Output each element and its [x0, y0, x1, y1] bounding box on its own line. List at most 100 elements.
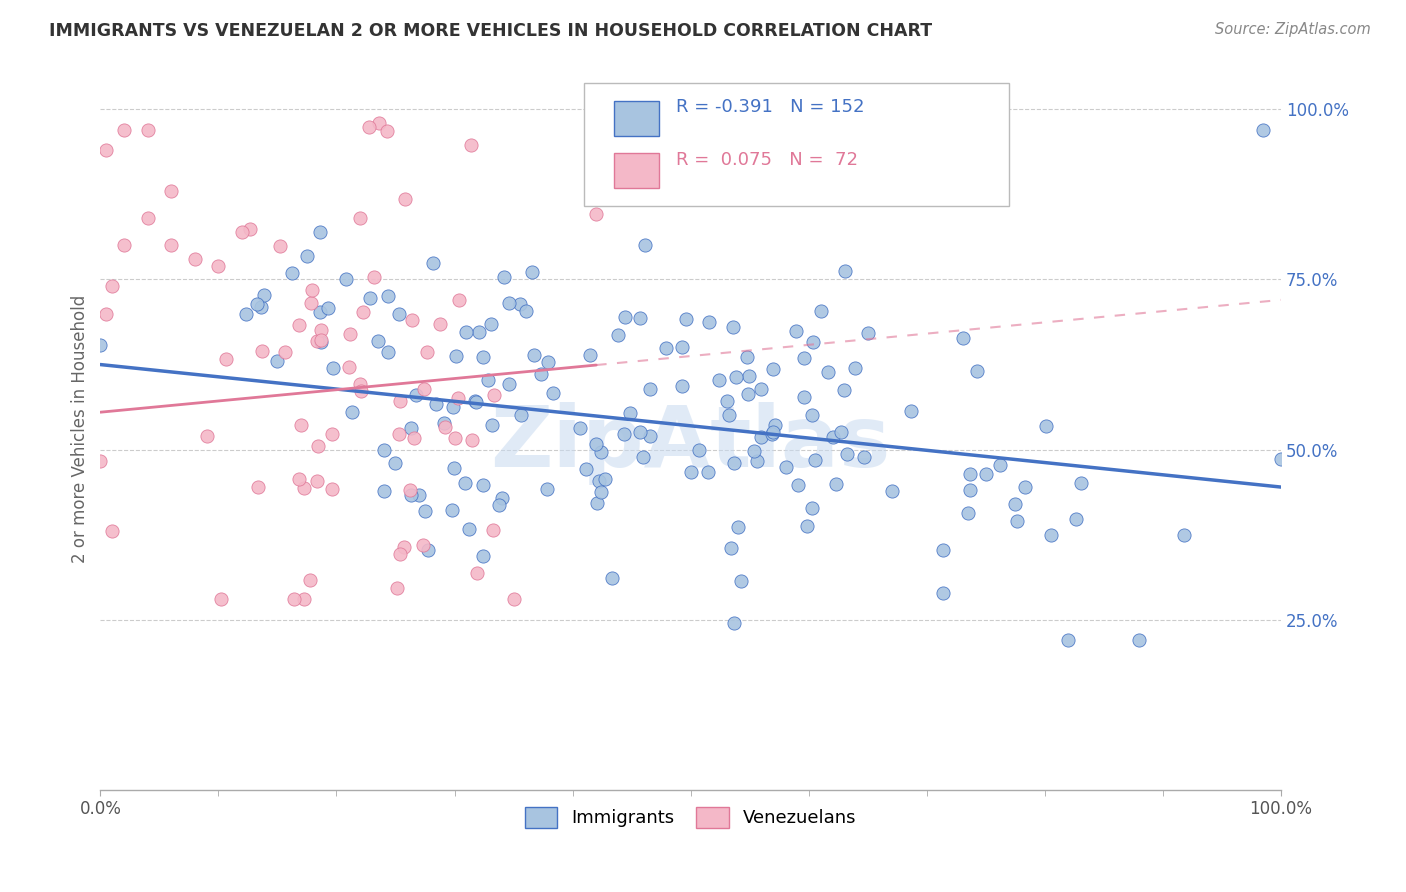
Point [762, 425, 785, 439]
Y-axis label: 2 or more Vehicles in Household: 2 or more Vehicles in Household [72, 295, 89, 564]
Point [477, 373, 499, 387]
Point [498, 296, 520, 310]
Point [373, 443, 395, 458]
Point [440, 503, 463, 517]
Point [586, 496, 609, 510]
Point [290, 417, 312, 432]
Point [575, 462, 598, 476]
Point [1066, 512, 1088, 526]
Point [309, 305, 332, 319]
Point [787, 477, 810, 491]
Point [112, 238, 135, 252]
Point [721, 320, 744, 334]
Bar [614, 101, 659, 136]
Point [522, 348, 544, 362]
Point [655, 342, 678, 356]
Point [730, 574, 752, 588]
Point [335, 272, 357, 286]
Point [537, 355, 560, 369]
Point [856, 326, 879, 341]
Point [671, 340, 693, 354]
Point [249, 300, 271, 314]
Point [252, 287, 274, 301]
Point [246, 480, 269, 494]
Point [465, 394, 488, 409]
Point [309, 225, 332, 239]
Point [509, 297, 531, 311]
Point [349, 377, 371, 392]
Point [446, 349, 468, 363]
Point [966, 364, 988, 378]
Point [834, 264, 856, 278]
Point [800, 408, 823, 422]
Point [591, 485, 613, 500]
Point [852, 450, 875, 465]
Point [184, 252, 207, 266]
Point [796, 518, 818, 533]
Point [498, 377, 520, 392]
Point [405, 387, 427, 401]
Point [775, 459, 797, 474]
Point [422, 256, 444, 270]
Point [1251, 122, 1274, 136]
Point [375, 124, 398, 138]
Point [209, 592, 232, 607]
Point [195, 428, 218, 442]
Point [751, 430, 773, 444]
Point [160, 238, 183, 252]
Point [394, 192, 416, 206]
Point [377, 289, 399, 303]
Point [388, 307, 411, 321]
Point [321, 426, 343, 441]
Point [568, 421, 591, 435]
Point [522, 265, 544, 279]
Point [231, 225, 253, 239]
Point [384, 456, 406, 470]
Point [288, 471, 311, 485]
Point [763, 418, 786, 433]
Point [281, 266, 304, 280]
Point [337, 359, 360, 374]
Point [628, 311, 651, 326]
Point [749, 382, 772, 396]
Point [543, 386, 565, 401]
Point [367, 334, 389, 349]
Text: ZipAtlas: ZipAtlas [491, 402, 891, 485]
Point [309, 323, 332, 337]
Point [607, 328, 630, 343]
Point [349, 211, 371, 226]
Point [1035, 419, 1057, 434]
Point [762, 362, 785, 376]
Point [585, 436, 607, 450]
Point [638, 429, 661, 443]
Point [367, 116, 389, 130]
Point [467, 326, 489, 340]
Point [515, 303, 537, 318]
Point [449, 293, 471, 308]
Point [433, 416, 456, 430]
Point [588, 474, 610, 488]
Point [737, 350, 759, 364]
Point [266, 353, 288, 368]
Point [89, 337, 111, 351]
Point [600, 571, 623, 585]
Point [589, 445, 612, 459]
Point [389, 547, 412, 561]
Point [725, 370, 748, 384]
Text: IMMIGRANTS VS VENEZUELAN 2 OR MORE VEHICLES IN HOUSEHOLD CORRELATION CHART: IMMIGRANTS VS VENEZUELAN 2 OR MORE VEHIC… [49, 22, 932, 40]
Point [472, 549, 495, 563]
Point [832, 383, 855, 397]
Point [96, 143, 118, 157]
Point [488, 498, 510, 512]
Point [595, 472, 617, 486]
Point [494, 270, 516, 285]
Point [357, 120, 380, 135]
Point [434, 420, 457, 434]
Point [299, 573, 322, 587]
Point [1270, 452, 1292, 467]
Point [373, 483, 395, 498]
Point [322, 361, 344, 376]
Point [388, 394, 411, 409]
Point [1040, 527, 1063, 541]
Point [465, 566, 488, 581]
